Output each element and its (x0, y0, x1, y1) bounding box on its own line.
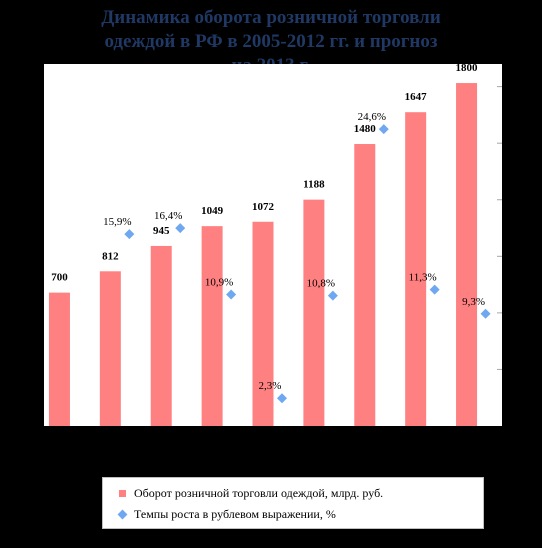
rate-label: 2,3% (259, 380, 282, 392)
legend-bar-swatch (119, 490, 126, 497)
bar-label: 945 (153, 225, 170, 237)
rate-point (277, 393, 287, 404)
legend-label-turnover: Оборот розничной торговли одеждой, млрд.… (134, 486, 384, 500)
rate-point (429, 284, 440, 295)
rate-label: 15,9% (103, 216, 131, 228)
bar-label: 812 (102, 250, 119, 262)
rate-label: 9,3% (462, 296, 485, 308)
bar (303, 199, 325, 426)
bar (354, 144, 376, 426)
data-labels: 700 812 945 1049 1072 1188 1480 1647 1800 15,9% 16… (51, 62, 485, 392)
rate-label: 24,6% (358, 111, 386, 123)
rate-label: 16,4% (154, 210, 182, 222)
bar (456, 83, 478, 426)
rate-point (226, 289, 237, 300)
rate-point (175, 223, 186, 234)
bar (150, 245, 172, 426)
bar (99, 271, 121, 426)
legend-label-growth: Темпы роста в рублевом выражении, % (134, 507, 336, 521)
bar-label: 1188 (303, 179, 325, 191)
chart-title-line-2: одеждой в РФ в 2005-2012 гг. и прогноз (104, 31, 438, 52)
rate-point (327, 290, 338, 301)
legend-item-turnover: Оборот розничной торговли одеждой, млрд.… (119, 486, 383, 501)
chart-title-line-1: Динамика оборота розничной торговли (101, 7, 441, 28)
bar-series (48, 83, 478, 426)
bar-label: 1072 (252, 201, 275, 213)
bar-label: 700 (51, 272, 68, 284)
rate-label: 10,8% (307, 278, 335, 290)
y-axis-ticks (497, 86, 502, 370)
rate-point (378, 124, 389, 135)
bar-label: 1049 (201, 205, 224, 217)
rate-label: 11,3% (409, 272, 437, 284)
bar (405, 112, 427, 426)
legend-item-growth: Темпы роста в рублевом выражении, % (117, 507, 336, 522)
bar-label: 1800 (456, 62, 479, 74)
rate-series (124, 124, 491, 404)
bar-label: 1480 (354, 123, 377, 135)
bar-label: 1647 (405, 91, 428, 103)
rate-point (124, 229, 135, 240)
legend-diamond-swatch (117, 509, 128, 520)
bar (201, 226, 223, 426)
rate-point (480, 308, 491, 319)
legend: Оборот розничной торговли одеждой, млрд.… (102, 477, 484, 529)
bar (48, 292, 70, 426)
rate-label: 10,9% (205, 276, 233, 288)
bar (252, 221, 274, 426)
